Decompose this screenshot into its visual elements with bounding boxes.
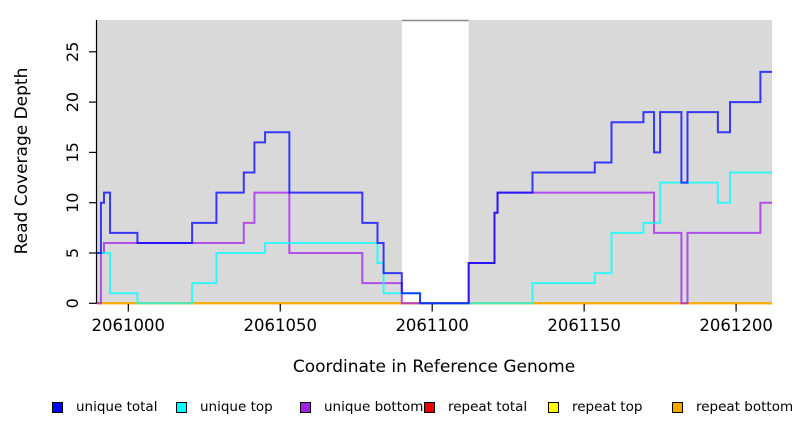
legend-item-unique-total: unique total [52,399,157,415]
x-tick-label: 2061100 [395,316,469,335]
unique-top-swatch-icon [176,401,187,413]
x-tick-label: 2061000 [92,316,166,335]
repeat-total-swatch-icon [424,401,435,413]
legend-item-repeat-total: repeat total [424,399,527,415]
legend-item-unique-bottom: unique bottom [300,399,423,415]
chart-legend: unique total unique top unique bottom re… [0,399,792,419]
unique-total-swatch-icon [52,401,63,413]
y-tick-label: 10 [63,193,82,213]
series-line-unique-total [97,70,772,305]
x-axis-title: Coordinate in Reference Genome [293,357,575,377]
legend-label: repeat bottom [696,399,792,415]
x-tick-label: 2061050 [244,316,318,335]
repeat-top-swatch-icon [548,401,559,413]
legend-label: unique top [200,399,273,415]
unique-bottom-swatch-icon [300,401,311,413]
y-tick-label: 5 [63,248,82,258]
coverage-lines [97,70,772,305]
y-axis-title: Read Coverage Depth [12,68,32,255]
y-tick-label: 0 [63,298,82,308]
legend-label: unique total [76,399,158,415]
legend-item-unique-top: unique top [176,399,273,415]
coverage-gap-band [401,20,469,304]
x-tick-label: 2061200 [699,316,773,335]
legend-item-repeat-top: repeat top [548,399,642,415]
legend-item-repeat-bottom: repeat bottom [672,399,792,415]
legend-label: repeat total [448,399,528,415]
plot-axes: 0 5 10 15 20 25 2061000 2061050 2061100 2061150 20… [63,20,773,335]
legend-label: repeat top [572,399,643,415]
x-tick-label: 2061150 [547,316,621,335]
y-tick-label: 25 [63,42,82,62]
plot-panel [97,19,772,304]
legend-label: unique bottom [324,399,424,415]
repeat-bottom-swatch-icon [672,401,683,413]
y-tick-label: 15 [63,142,82,162]
y-tick-label: 20 [63,92,82,112]
